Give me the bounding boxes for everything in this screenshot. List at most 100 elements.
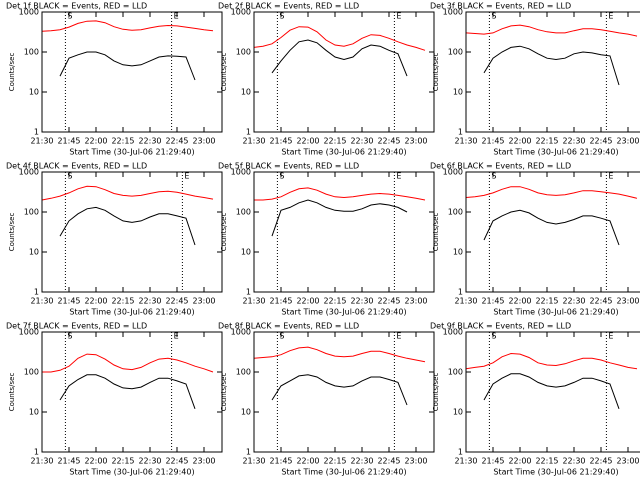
y-axis-label: Counts/sec (432, 373, 440, 412)
x-axis-label: Start Time (30-Jul-06 21:29:40) (493, 468, 618, 477)
x-tick-label: 21:45 (481, 457, 504, 466)
plot-frame (253, 331, 435, 453)
x-tick-label: 22:45 (589, 297, 612, 306)
marker-label: S (491, 332, 496, 341)
marker-label: S (279, 332, 284, 341)
series-line (59, 374, 196, 409)
x-tick-label: 21:30 (30, 297, 53, 306)
y-tick-label: 10 (453, 88, 463, 97)
x-tick-label: 22:00 (296, 297, 319, 306)
y-tick-label: 1000 (231, 168, 251, 177)
y-axis-label: Counts/sec (432, 213, 440, 252)
x-tick-label: 21:30 (30, 137, 53, 146)
marker-label: E (174, 332, 179, 341)
plot-frame (253, 11, 435, 133)
x-tick-label: 22:00 (508, 457, 531, 466)
series-line (254, 187, 426, 201)
y-tick-label: 10 (241, 408, 251, 417)
y-tick-label: 1000 (19, 168, 39, 177)
series-line (483, 45, 620, 86)
x-tick-label: 22:30 (350, 457, 373, 466)
x-tick-label: 22:15 (323, 457, 346, 466)
x-tick-label: 22:30 (350, 297, 373, 306)
x-axis-label: Start Time (30-Jul-06 21:29:40) (69, 468, 194, 477)
x-tick-label: 22:30 (138, 297, 161, 306)
x-tick-label: 22:15 (111, 297, 134, 306)
marker-label: E (608, 172, 613, 181)
y-axis-label: Counts/sec (220, 53, 228, 92)
y-tick-label: 1 (458, 128, 463, 137)
x-tick-label: 22:45 (377, 297, 400, 306)
x-tick-label: 21:45 (481, 297, 504, 306)
x-tick-label: 21:30 (30, 457, 53, 466)
y-axis-label: Counts/sec (220, 373, 228, 412)
plot-frame (465, 11, 640, 133)
panel-title: Det 8f BLACK = Events, RED = LLD (218, 322, 359, 331)
panel-title: Det 1f BLACK = Events, RED = LLD (6, 2, 147, 11)
marker-label: E (396, 332, 401, 341)
marker-label: E (396, 12, 401, 21)
marker-label: E (184, 172, 189, 181)
x-tick-label: 23:00 (192, 137, 215, 146)
x-tick-label: 23:00 (404, 137, 427, 146)
x-tick-label: 21:45 (57, 137, 80, 146)
y-tick-label: 1000 (443, 328, 463, 337)
marker-label: E (396, 172, 401, 181)
x-tick-label: 23:00 (192, 297, 215, 306)
marker-label: S (67, 172, 72, 181)
x-tick-label: 22:00 (84, 137, 107, 146)
x-tick-label: 21:30 (454, 457, 477, 466)
x-tick-label: 22:45 (165, 137, 188, 146)
y-tick-label: 100 (24, 208, 39, 217)
y-tick-label: 10 (453, 248, 463, 257)
x-tick-label: 22:15 (535, 297, 558, 306)
x-tick-label: 23:00 (616, 137, 639, 146)
x-tick-label: 21:45 (481, 137, 504, 146)
series-line (59, 206, 196, 246)
x-tick-label: 22:45 (165, 457, 188, 466)
x-tick-label: 22:15 (535, 137, 558, 146)
x-tick-label: 22:45 (377, 457, 400, 466)
x-tick-label: 23:00 (404, 297, 427, 306)
series-line (465, 352, 638, 370)
plot-frame (41, 171, 223, 293)
y-tick-label: 1000 (443, 8, 463, 17)
y-tick-label: 1 (34, 288, 39, 297)
x-tick-label: 21:30 (242, 297, 265, 306)
y-tick-label: 1 (458, 288, 463, 297)
y-tick-label: 10 (241, 248, 251, 257)
x-axis-label: Start Time (30-Jul-06 21:29:40) (69, 148, 194, 157)
plot-frame (253, 171, 435, 293)
x-tick-label: 22:15 (323, 297, 346, 306)
x-tick-label: 22:30 (350, 137, 373, 146)
y-tick-label: 1 (246, 448, 251, 457)
x-tick-label: 22:30 (138, 137, 161, 146)
x-tick-label: 22:00 (296, 457, 319, 466)
x-tick-label: 21:30 (454, 297, 477, 306)
series-line (42, 353, 214, 373)
x-tick-label: 22:15 (111, 457, 134, 466)
x-tick-label: 21:30 (454, 137, 477, 146)
y-tick-label: 10 (241, 88, 251, 97)
y-tick-label: 1 (246, 128, 251, 137)
x-tick-label: 22:00 (508, 297, 531, 306)
x-tick-label: 22:00 (84, 457, 107, 466)
y-tick-label: 10 (29, 408, 39, 417)
plot-frame (465, 331, 640, 453)
x-tick-label: 21:45 (269, 457, 292, 466)
marker-label: S (491, 172, 496, 181)
x-tick-label: 22:00 (508, 137, 531, 146)
marker-label: S (279, 12, 284, 21)
x-axis-label: Start Time (30-Jul-06 21:29:40) (493, 308, 618, 317)
y-axis-label: Counts/sec (8, 373, 16, 412)
series-line (253, 346, 426, 363)
y-tick-label: 100 (236, 368, 251, 377)
x-tick-label: 22:00 (296, 137, 319, 146)
x-tick-label: 23:00 (616, 297, 639, 306)
series-line (465, 24, 638, 37)
marker-label: S (67, 332, 72, 341)
series-line (271, 199, 408, 237)
x-tick-label: 22:15 (323, 137, 346, 146)
series-line (483, 209, 620, 246)
